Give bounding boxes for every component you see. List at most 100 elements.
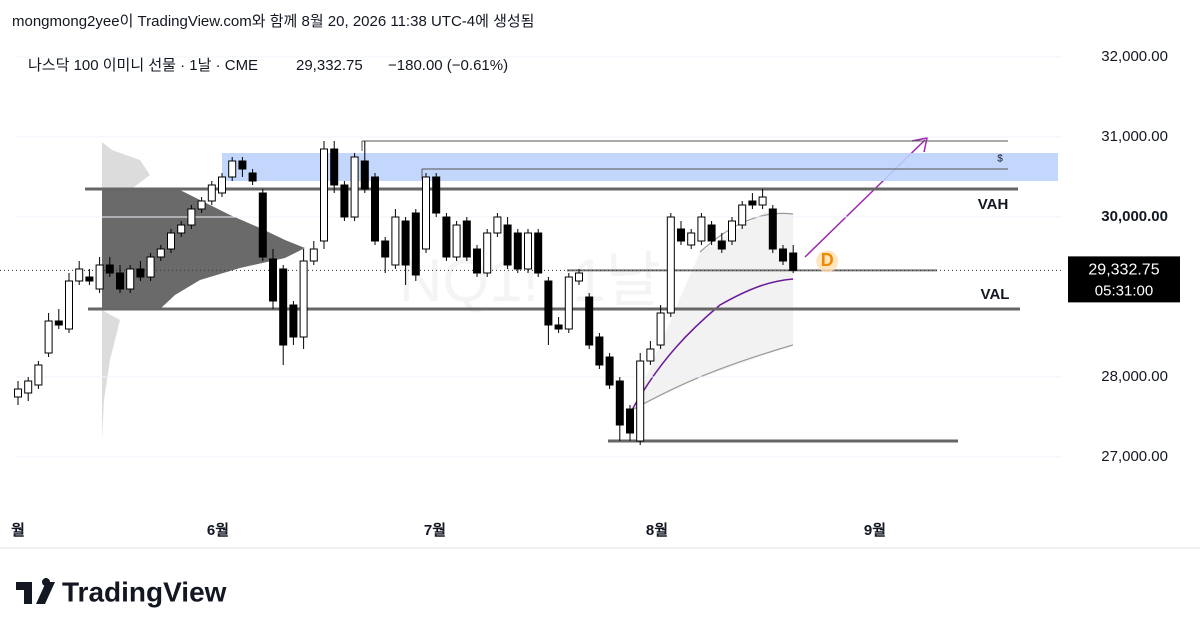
last-price-label: 29,332.75 xyxy=(1088,262,1159,279)
candle-body xyxy=(14,388,22,398)
candle-body xyxy=(309,248,318,262)
candle-body xyxy=(503,224,512,266)
volume-profile xyxy=(102,142,150,440)
price: 29,332.75 xyxy=(296,57,363,74)
candle-body xyxy=(666,216,675,314)
candle-body xyxy=(544,280,553,326)
candle-body xyxy=(575,272,583,282)
candle-body xyxy=(391,216,400,266)
candle-body xyxy=(473,248,481,274)
candle-body xyxy=(585,296,594,346)
candle-body xyxy=(728,220,736,242)
candle-body xyxy=(636,360,645,442)
candle-body xyxy=(299,260,308,338)
x-tick-label: 월 xyxy=(11,522,25,539)
y-tick-label: 32,000.00 xyxy=(1101,48,1168,65)
logo-icon xyxy=(16,578,55,604)
candle-body xyxy=(789,252,798,271)
x-tick-label: 9월 xyxy=(864,522,886,539)
candle-body xyxy=(381,240,390,258)
zone-label: $ xyxy=(997,154,1003,165)
x-tick-label: 8월 xyxy=(646,522,668,539)
arrow-head xyxy=(911,137,928,153)
candle-body xyxy=(779,248,787,262)
candle-body xyxy=(44,320,53,354)
candle-body xyxy=(116,272,124,290)
footer-logo: TradingView xyxy=(16,576,227,607)
y-tick-label: 31,000.00 xyxy=(1101,128,1168,145)
candle-body xyxy=(626,408,634,434)
candle-body xyxy=(646,348,655,362)
candle-body xyxy=(248,172,257,182)
x-tick-label: 6월 xyxy=(207,522,229,539)
candle-body xyxy=(707,224,716,242)
candle-body xyxy=(258,192,267,258)
candle-body xyxy=(34,364,43,386)
candle-body xyxy=(493,216,502,234)
candle-body xyxy=(371,176,379,242)
candle-body xyxy=(238,160,247,170)
marker: D xyxy=(821,250,834,270)
candle-body xyxy=(758,196,767,206)
y-tick-label: 27,000.00 xyxy=(1101,448,1168,465)
candle-body xyxy=(748,200,757,206)
price-box xyxy=(1068,256,1180,303)
candle-body xyxy=(75,268,84,282)
symbol: 나스닥 100 이미니 선물 · 1날 · CME xyxy=(28,57,258,74)
candle-body xyxy=(513,232,522,270)
candle-body xyxy=(146,256,155,278)
candle-body xyxy=(187,208,196,226)
candle-body xyxy=(656,312,665,346)
candle-body xyxy=(330,148,339,186)
candle-body xyxy=(422,176,430,250)
countdown: 05:31:00 xyxy=(1095,282,1153,299)
candle-body xyxy=(697,216,706,242)
candle-body xyxy=(442,216,451,258)
candle-body xyxy=(768,208,777,250)
y-tick-label: 28,000.00 xyxy=(1101,368,1168,385)
zone xyxy=(222,153,1058,181)
marker-glow xyxy=(816,250,839,273)
x-tick-label: 7월 xyxy=(424,522,446,539)
candle-body xyxy=(65,280,73,330)
vah-label: VAH xyxy=(978,196,1009,213)
candle-body xyxy=(54,320,63,326)
logo-text: TradingView xyxy=(62,576,227,607)
candle-body xyxy=(411,212,420,276)
candle-body xyxy=(524,232,532,270)
candle-body xyxy=(738,204,747,226)
candle-body xyxy=(360,160,369,190)
y-tick-label: 30,000.00 xyxy=(1101,208,1168,225)
candle-body xyxy=(156,248,165,258)
candle-body xyxy=(95,264,104,290)
candle-body xyxy=(717,240,726,250)
candle-body xyxy=(564,276,573,330)
candle-body xyxy=(687,232,696,246)
candle-body xyxy=(534,232,543,274)
val-label: VAL xyxy=(981,286,1010,303)
candle-body xyxy=(289,304,298,338)
change: −180.00 (−0.61%) xyxy=(388,57,508,74)
candle-body xyxy=(218,176,226,194)
candle-body xyxy=(401,220,410,266)
candle-body xyxy=(167,232,175,250)
candle-body xyxy=(177,224,186,234)
candle-body xyxy=(269,258,277,302)
candle-body xyxy=(677,228,685,242)
candle-body xyxy=(24,380,33,394)
candle-body xyxy=(595,336,604,366)
candle-body xyxy=(615,380,624,426)
candle-body xyxy=(350,156,359,218)
candle-body xyxy=(462,220,471,258)
candle-body xyxy=(126,268,135,290)
candle-body xyxy=(452,224,461,258)
candle-body xyxy=(228,160,237,178)
candle-body xyxy=(605,356,614,386)
candle-body xyxy=(279,268,288,346)
candle-body xyxy=(554,324,563,330)
candle-body xyxy=(207,184,216,202)
candle-body xyxy=(320,148,328,242)
candle-body xyxy=(197,200,206,210)
